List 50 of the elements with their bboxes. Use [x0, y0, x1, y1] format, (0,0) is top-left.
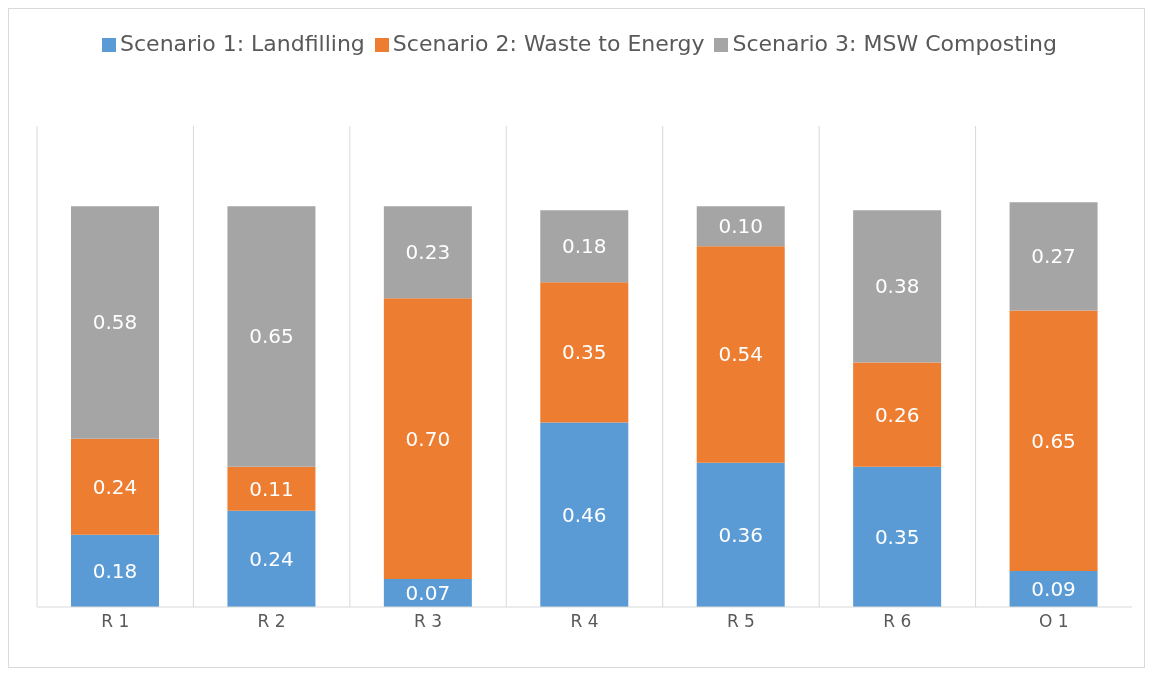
data-label: 0.35: [562, 340, 607, 365]
data-label: 0.27: [1031, 244, 1076, 269]
x-tick-label: R 3: [414, 611, 443, 632]
bar: [540, 210, 629, 283]
legend-label: Scenario 2: Waste to Energy: [392, 31, 705, 56]
bar: [853, 210, 942, 363]
data-label: 0.26: [874, 402, 920, 427]
bar: [71, 534, 159, 607]
data-label: 0.11: [249, 476, 294, 501]
bar: [71, 206, 159, 439]
bar: [227, 466, 316, 511]
x-tick-label: R 5: [726, 611, 755, 632]
bar: [383, 298, 472, 579]
bar: [696, 246, 785, 463]
x-tick-label: R 2: [257, 611, 286, 632]
bar: [383, 206, 472, 299]
data-label: 0.65: [1031, 428, 1076, 453]
data-label: 0.24: [92, 474, 138, 499]
data-label: 0.10: [718, 214, 763, 239]
data-label: 0.70: [405, 426, 451, 451]
data-label: 0.09: [1031, 576, 1076, 601]
bar: [1009, 310, 1098, 571]
data-label: 0.46: [562, 502, 607, 527]
bar: [696, 206, 785, 247]
data-label: 0.24: [249, 546, 294, 571]
x-tick-label: R 6: [883, 611, 912, 632]
bar: [1009, 202, 1098, 311]
data-label: 0.23: [405, 240, 451, 265]
bar: [853, 362, 942, 467]
data-label: 0.58: [92, 310, 138, 335]
legend-label: Scenario 3: MSW Composting: [732, 31, 1057, 56]
data-label: 0.65: [249, 324, 294, 349]
x-tick-label: O 1: [1038, 611, 1069, 632]
data-label: 0.35: [874, 524, 920, 549]
data-label: 0.36: [718, 522, 763, 547]
x-tick-label: R 4: [570, 611, 599, 632]
data-label: 0.38: [874, 274, 920, 299]
bar: [227, 510, 316, 607]
data-label: 0.54: [718, 342, 763, 367]
bar: [71, 438, 159, 535]
legend-label: Scenario 1: Landfilling: [120, 31, 365, 56]
bar: [853, 466, 942, 607]
x-tick-label: R 1: [101, 611, 130, 632]
bar: [227, 206, 316, 467]
data-label: 0.18: [92, 558, 138, 583]
data-label: 0.18: [562, 234, 607, 259]
bar: [540, 282, 629, 423]
bar: [540, 422, 629, 607]
data-label: 0.07: [405, 580, 451, 605]
bar: [696, 462, 785, 607]
